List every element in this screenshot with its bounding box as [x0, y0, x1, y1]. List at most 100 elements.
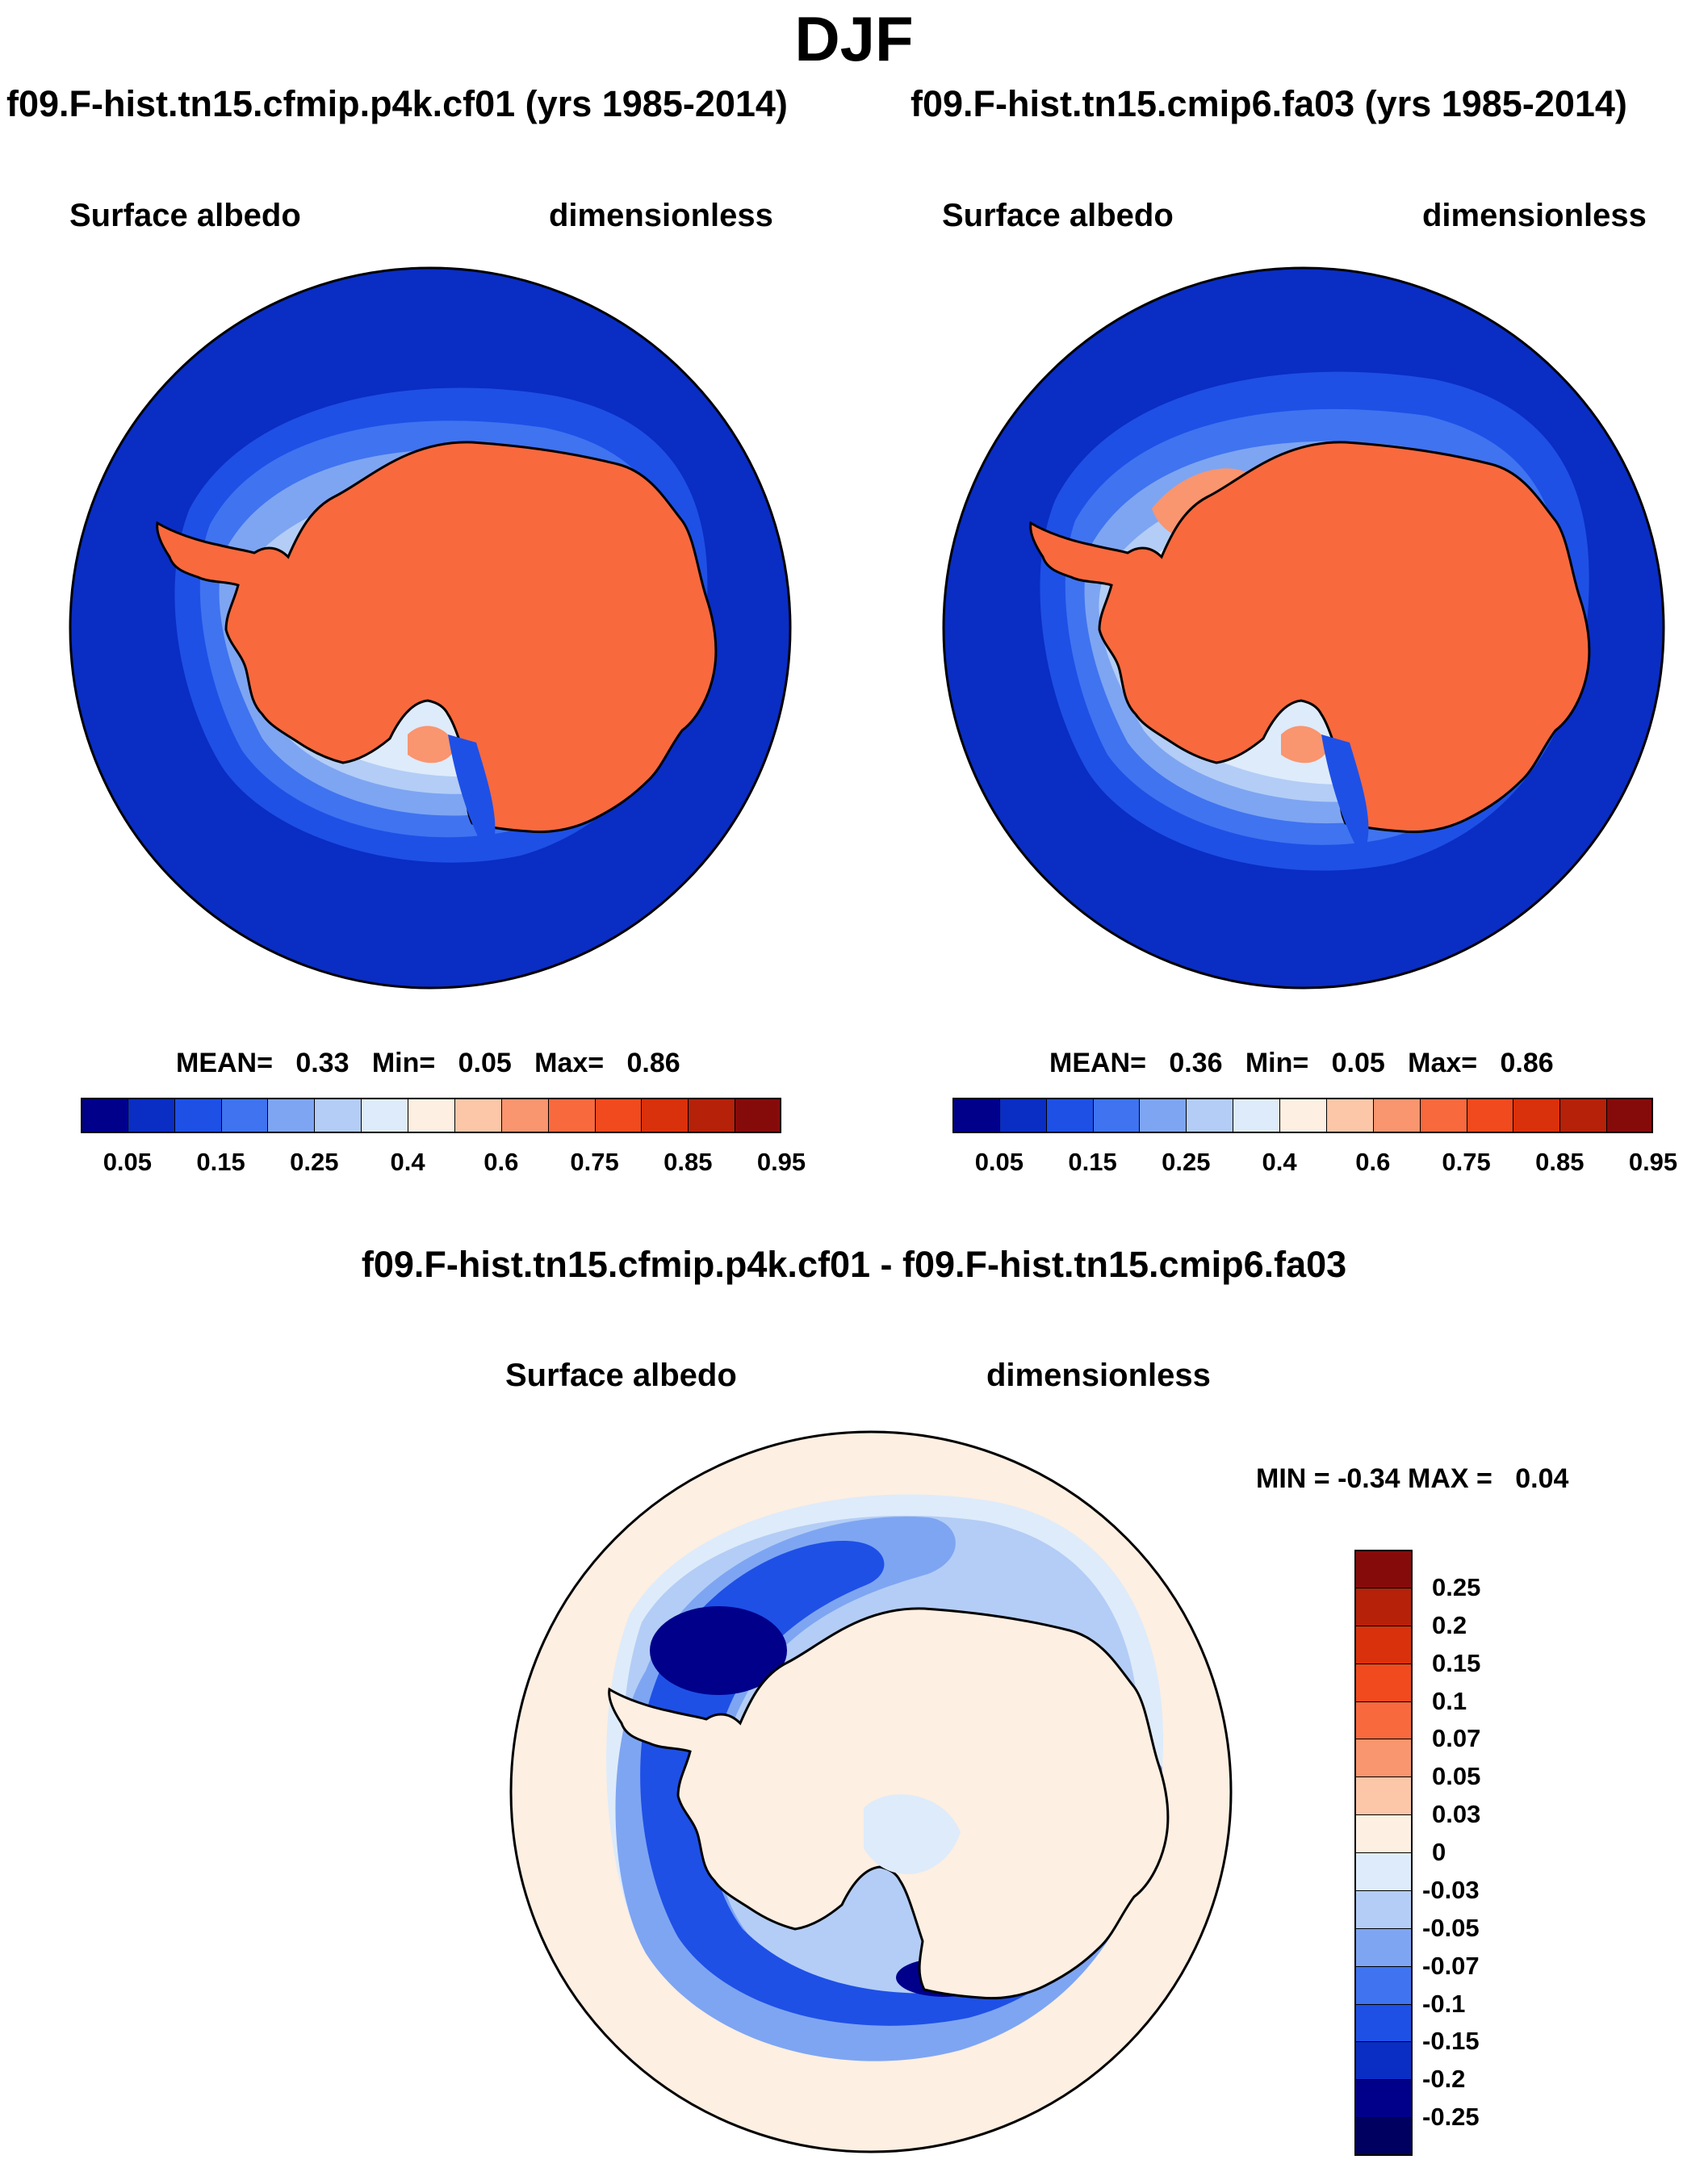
panel1-map: [69, 266, 792, 990]
colorbar-tick-label: 0.05: [103, 1148, 153, 1176]
colorbar-tick-label: -0.05: [1422, 1913, 1480, 1942]
colorbar-cell: [1354, 1927, 1413, 1967]
colorbar-cell: [1354, 1701, 1413, 1739]
diff-title: f09.F-hist.tn15.cfmip.p4k.cf01 - f09.F-h…: [361, 1244, 1347, 1285]
colorbar-tick-label: -0.15: [1422, 2027, 1480, 2056]
colorbar-cell: [952, 1098, 1000, 1133]
colorbar-tick-label: 0: [1432, 1838, 1446, 1866]
figure-title: DJF: [794, 3, 914, 74]
panel2-max-label: Max=: [1408, 1048, 1478, 1078]
colorbar-tick-label: 0.15: [1068, 1148, 1117, 1176]
diff-min-value: -0.34: [1338, 1463, 1400, 1494]
colorbar-cell: [735, 1098, 782, 1133]
colorbar-tick-label: 0.15: [1432, 1648, 1481, 1677]
colorbar-cell: [454, 1098, 502, 1133]
diff-colorbar: [1354, 1550, 1413, 2156]
colorbar-cell: [1606, 1098, 1654, 1133]
colorbar-cell: [1354, 1663, 1413, 1701]
panel2-unit-label: dimensionless: [1422, 198, 1647, 233]
colorbar-tick-label: 0.07: [1432, 1724, 1481, 1753]
panel1-case-title: f09.F-hist.tn15.cfmip.p4k.cf01 (yrs 1985…: [6, 83, 788, 124]
colorbar-tick-label: -0.1: [1422, 1989, 1466, 2018]
colorbar-tick-label: 0.2: [1432, 1610, 1467, 1639]
colorbar-tick-label: 0.85: [1535, 1148, 1585, 1176]
colorbar-cell: [1354, 1852, 1413, 1891]
panel2-case-title: f09.F-hist.tn15.cmip6.fa03 (yrs 1985-201…: [911, 83, 1627, 124]
colorbar-cell: [127, 1098, 175, 1133]
panel2-max-value: 0.86: [1500, 1048, 1554, 1078]
colorbar-tick-label: 0.03: [1432, 1800, 1481, 1829]
colorbar-tick-label: 0.25: [1162, 1148, 1211, 1176]
panel1-unit-label: dimensionless: [549, 198, 773, 233]
panel2-colorbar-ticks: 0.05 0.15 0.25 0.4 0.6 0.75 0.85 0.95: [952, 1148, 1677, 1181]
colorbar-tick-label: 0.15: [196, 1148, 245, 1176]
diff-max-label: MAX =: [1408, 1463, 1492, 1494]
panel1-min-value: 0.05: [458, 1048, 512, 1078]
diff-stats: MIN = -0.34 MAX = 0.04: [1256, 1463, 1568, 1495]
colorbar-cell: [1092, 1098, 1140, 1133]
panel1-field-label: Surface albedo: [69, 198, 301, 233]
colorbar-tick-label: 0.6: [1355, 1148, 1391, 1176]
colorbar-cell: [267, 1098, 315, 1133]
colorbar-tick-label: 0.75: [1442, 1148, 1491, 1176]
colorbar-cell: [174, 1098, 222, 1133]
colorbar-tick-label: -0.07: [1422, 1951, 1480, 1980]
colorbar-tick-label: 0.95: [756, 1148, 806, 1176]
colorbar-cell: [1354, 1550, 1413, 1588]
diff-max-value: 0.04: [1515, 1463, 1569, 1494]
colorbar-tick-label: -0.25: [1422, 2103, 1480, 2132]
panel2-min-label: Min=: [1245, 1048, 1309, 1078]
colorbar-cell: [361, 1098, 408, 1133]
panel2-stats: MEAN= 0.36 Min= 0.05 Max= 0.86: [1049, 1047, 1554, 1079]
colorbar-tick-label: 0.95: [1628, 1148, 1678, 1176]
colorbar-tick-label: 0.75: [570, 1148, 619, 1176]
panel2-field-label: Surface albedo: [942, 198, 1174, 233]
colorbar-cell: [1354, 1625, 1413, 1664]
colorbar-cell: [408, 1098, 455, 1133]
colorbar-cell: [1233, 1098, 1280, 1133]
colorbar-tick-label: 0.1: [1432, 1686, 1467, 1715]
panel1-max-value: 0.86: [626, 1048, 680, 1078]
panel1-mean-label: MEAN=: [176, 1048, 273, 1078]
colorbar-cell: [1354, 2041, 1413, 2080]
panel1-colorbar: [81, 1098, 782, 1133]
diff-colorbar-ticks: 0.25 0.2 0.15 0.1 0.07 0.05 0.03 0 -0.03 -0.05 -0.…: [1422, 1550, 1519, 2155]
colorbar-cell: [1354, 1739, 1413, 1777]
colorbar-tick-label: 0.05: [974, 1148, 1024, 1176]
colorbar-cell: [1419, 1098, 1467, 1133]
colorbar-cell: [81, 1098, 128, 1133]
panel2-colorbar: [952, 1098, 1654, 1133]
colorbar-tick-label: 0.25: [290, 1148, 339, 1176]
panel1-stats: MEAN= 0.33 Min= 0.05 Max= 0.86: [176, 1047, 680, 1079]
colorbar-cell: [1325, 1098, 1374, 1133]
diff-map: [509, 1430, 1233, 2153]
colorbar-cell: [1466, 1098, 1513, 1133]
colorbar-tick-label: 0.25: [1432, 1572, 1481, 1601]
panel2-map: [942, 266, 1665, 990]
colorbar-cell: [641, 1098, 689, 1133]
colorbar-cell: [1559, 1098, 1607, 1133]
colorbar-cell: [1354, 1587, 1413, 1626]
colorbar-tick-label: 0.85: [664, 1148, 713, 1176]
antarctica-landmass: [156, 441, 718, 834]
colorbar-cell: [314, 1098, 362, 1133]
panel2-min-value: 0.05: [1331, 1048, 1385, 1078]
panel1-colorbar-ticks: 0.05 0.15 0.25 0.4 0.6 0.75 0.85 0.95: [81, 1148, 806, 1181]
colorbar-cell: [1354, 1890, 1413, 1929]
colorbar-cell: [220, 1098, 268, 1133]
panel1-min-label: Min=: [371, 1048, 436, 1078]
antarctica-landmass: [1029, 441, 1591, 834]
panel2-mean-value: 0.36: [1169, 1048, 1223, 1078]
colorbar-cell: [998, 1098, 1047, 1133]
colorbar-cell: [688, 1098, 735, 1133]
colorbar-cell: [1354, 2117, 1413, 2156]
colorbar-tick-label: 0.6: [484, 1148, 519, 1176]
panel1-max-label: Max=: [534, 1048, 605, 1078]
colorbar-cell: [1372, 1098, 1421, 1133]
colorbar-tick-label: -0.03: [1422, 1875, 1480, 1904]
colorbar-cell: [1139, 1098, 1187, 1133]
colorbar-cell: [500, 1098, 549, 1133]
colorbar-cell: [594, 1098, 642, 1133]
colorbar-cell: [1513, 1098, 1560, 1133]
diff-field-label: Surface albedo: [505, 1358, 737, 1393]
